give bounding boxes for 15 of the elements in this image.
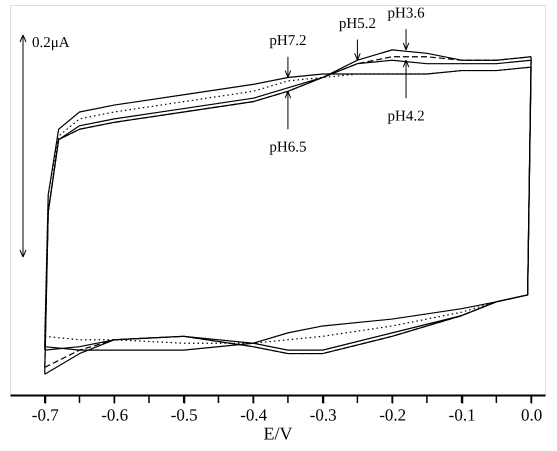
x-tick-label: -0.7: [32, 406, 60, 424]
x-tick-label: -0.4: [240, 406, 268, 424]
annotation: pH5.2: [338, 16, 376, 32]
annotation: pH4.2: [387, 108, 425, 125]
annotation: pH7.2: [269, 33, 306, 50]
annotation: 0.2μA: [32, 35, 70, 51]
x-tick-label: -0.1: [448, 406, 476, 424]
x-tick-label: 0.0: [520, 406, 542, 424]
x-tick-label: -0.5: [170, 406, 198, 424]
annotation: pH6.5: [269, 140, 306, 156]
x-axis-title: E/V: [264, 424, 292, 444]
x-tick-label: -0.3: [310, 406, 337, 424]
annotation: pH3.6: [387, 6, 426, 22]
x-tick-label: -0.6: [101, 406, 128, 424]
x-tick-label: -0.2: [379, 406, 406, 424]
